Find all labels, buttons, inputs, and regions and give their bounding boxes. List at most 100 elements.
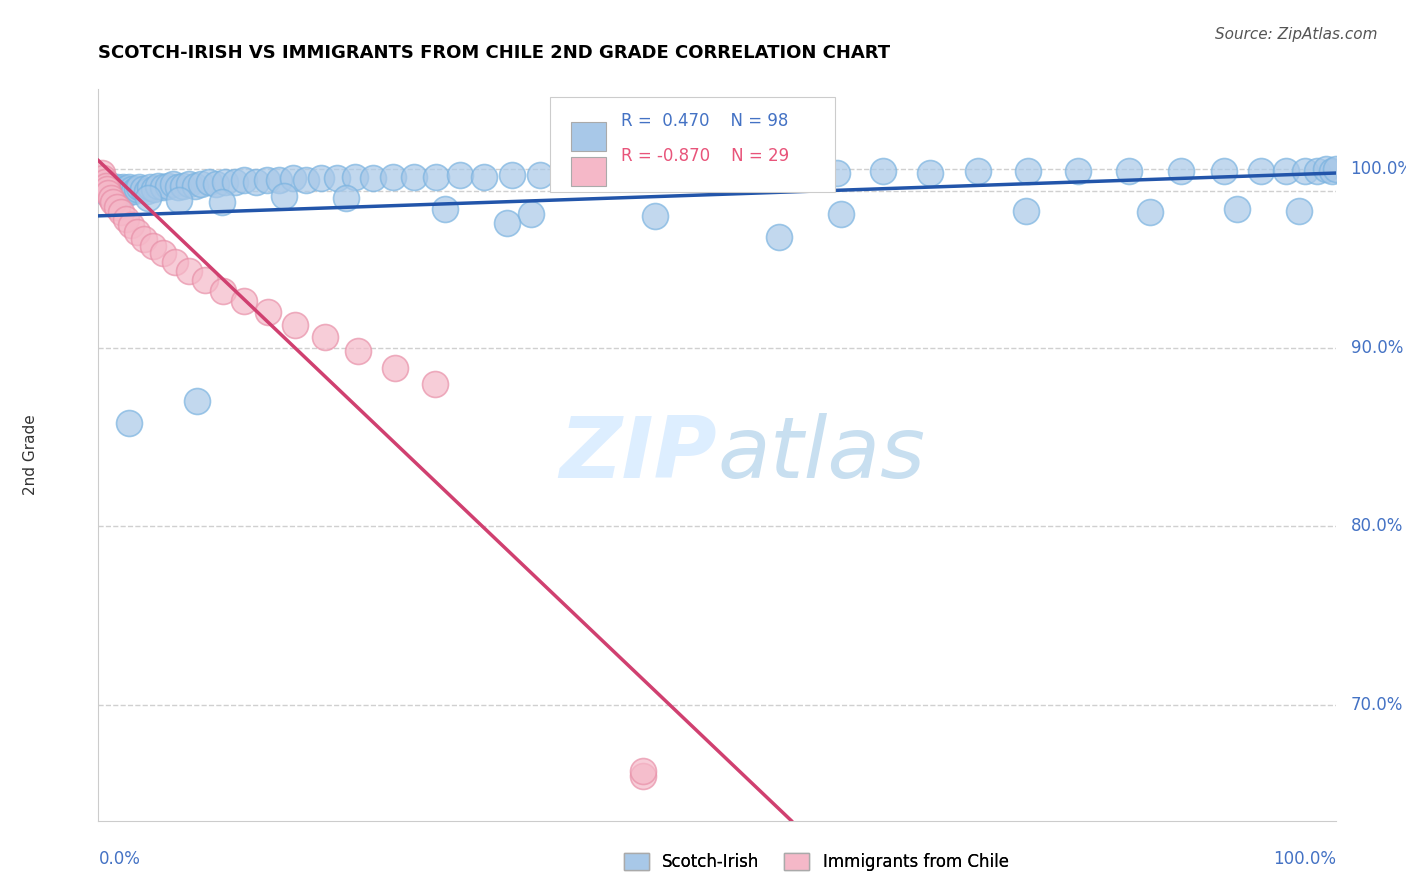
Point bbox=[1288, 203, 1310, 218]
Point bbox=[326, 171, 349, 186]
Point bbox=[152, 180, 174, 194]
Point bbox=[94, 184, 117, 198]
Text: R =  0.470    N = 98: R = 0.470 N = 98 bbox=[620, 112, 787, 129]
Point bbox=[212, 284, 235, 298]
Text: 80.0%: 80.0% bbox=[1351, 517, 1403, 535]
Point bbox=[592, 168, 614, 182]
Point bbox=[167, 193, 190, 207]
Text: 100.0%: 100.0% bbox=[1272, 850, 1336, 868]
Point bbox=[474, 169, 496, 184]
Point bbox=[1324, 162, 1347, 177]
Point bbox=[402, 169, 425, 184]
Point bbox=[93, 175, 115, 189]
Text: 70.0%: 70.0% bbox=[1351, 696, 1403, 714]
Point bbox=[177, 177, 200, 191]
Point bbox=[224, 175, 246, 189]
Point bbox=[143, 182, 166, 196]
Point bbox=[1017, 164, 1039, 178]
Text: 0.0%: 0.0% bbox=[98, 850, 141, 868]
Point bbox=[631, 764, 654, 778]
Point bbox=[768, 230, 790, 244]
Point bbox=[449, 168, 471, 182]
Point bbox=[495, 216, 517, 230]
Point bbox=[211, 194, 233, 209]
Point bbox=[132, 182, 155, 196]
FancyBboxPatch shape bbox=[571, 122, 606, 152]
Point bbox=[1067, 164, 1090, 178]
Point bbox=[107, 184, 129, 198]
Point bbox=[343, 169, 366, 184]
Point bbox=[1226, 202, 1249, 216]
Point bbox=[101, 182, 124, 196]
Point bbox=[309, 171, 332, 186]
Point bbox=[347, 344, 370, 359]
Point bbox=[783, 166, 806, 180]
Point bbox=[186, 394, 208, 409]
Point bbox=[284, 318, 307, 332]
Point bbox=[335, 191, 357, 205]
Point bbox=[918, 166, 941, 180]
Point bbox=[172, 178, 194, 193]
Text: ZIP: ZIP bbox=[560, 413, 717, 497]
Point bbox=[1275, 164, 1298, 178]
Point bbox=[139, 180, 162, 194]
Point bbox=[114, 212, 136, 227]
Point bbox=[156, 178, 179, 193]
Point bbox=[103, 186, 125, 200]
Point bbox=[93, 180, 115, 194]
Point bbox=[361, 171, 384, 186]
Point bbox=[118, 180, 141, 194]
Point bbox=[1015, 203, 1038, 218]
Point bbox=[273, 189, 295, 203]
Point bbox=[110, 182, 132, 196]
Text: Source: ZipAtlas.com: Source: ZipAtlas.com bbox=[1215, 27, 1378, 42]
Point bbox=[967, 164, 990, 178]
Point bbox=[118, 416, 141, 430]
Point bbox=[112, 180, 135, 194]
Text: 90.0%: 90.0% bbox=[1351, 339, 1403, 357]
Point bbox=[91, 180, 114, 194]
Point bbox=[1250, 164, 1272, 178]
Point bbox=[267, 173, 290, 187]
Point bbox=[257, 305, 280, 319]
Point bbox=[103, 194, 125, 209]
Point bbox=[96, 182, 118, 196]
Point bbox=[162, 177, 184, 191]
Point bbox=[97, 186, 120, 200]
Point bbox=[1118, 164, 1140, 178]
Point bbox=[1315, 162, 1337, 177]
Point bbox=[1170, 164, 1192, 178]
Point bbox=[190, 177, 212, 191]
Point bbox=[128, 180, 150, 194]
Point bbox=[96, 186, 118, 200]
Point bbox=[100, 191, 122, 205]
FancyBboxPatch shape bbox=[571, 157, 606, 186]
Point bbox=[1294, 164, 1316, 178]
Point bbox=[165, 255, 187, 269]
Point bbox=[1306, 164, 1329, 178]
Point bbox=[872, 164, 894, 178]
Point bbox=[295, 173, 318, 187]
Point bbox=[627, 166, 650, 180]
Point bbox=[1139, 205, 1161, 219]
Point bbox=[314, 330, 336, 344]
Point bbox=[103, 184, 125, 198]
Point bbox=[94, 178, 117, 193]
Point bbox=[166, 180, 188, 194]
Point bbox=[104, 187, 127, 202]
Point bbox=[384, 360, 406, 375]
Text: R = -0.870    N = 29: R = -0.870 N = 29 bbox=[620, 147, 789, 165]
Text: atlas: atlas bbox=[717, 413, 925, 497]
Point bbox=[115, 186, 138, 200]
Point bbox=[125, 225, 148, 239]
Point bbox=[256, 173, 278, 187]
Point bbox=[233, 173, 256, 187]
Text: SCOTCH-IRISH VS IMMIGRANTS FROM CHILE 2ND GRADE CORRELATION CHART: SCOTCH-IRISH VS IMMIGRANTS FROM CHILE 2N… bbox=[98, 45, 890, 62]
Point bbox=[125, 182, 148, 196]
Text: 2nd Grade: 2nd Grade bbox=[22, 415, 38, 495]
Point bbox=[184, 178, 207, 193]
Point bbox=[100, 180, 122, 194]
Point bbox=[110, 205, 132, 219]
Point bbox=[205, 177, 228, 191]
Point bbox=[105, 200, 128, 214]
